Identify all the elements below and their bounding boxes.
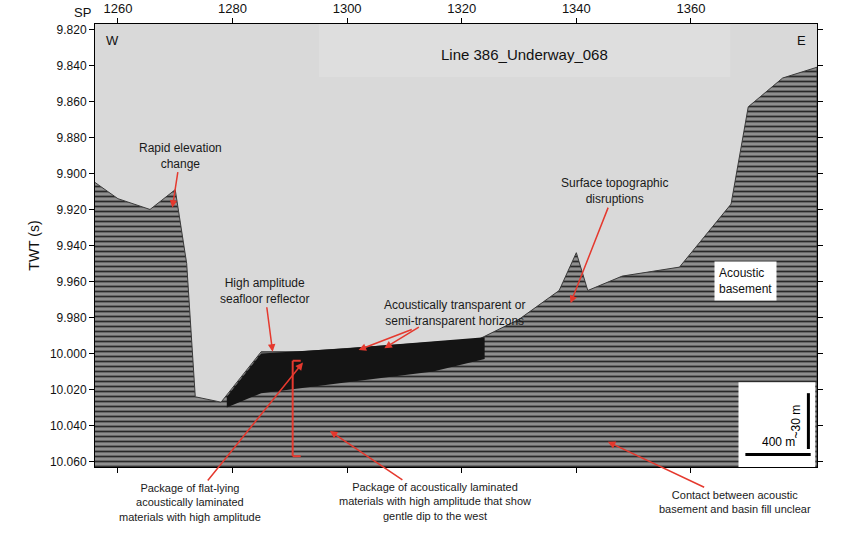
svg-text:~30 m: ~30 m (789, 405, 803, 439)
svg-text:Acoustically transparent orsem: Acoustically transparent orsemi-transpar… (384, 298, 525, 328)
svg-text:1340: 1340 (562, 1, 591, 16)
svg-text:9.860: 9.860 (57, 95, 87, 109)
svg-text:9.820: 9.820 (57, 23, 87, 37)
svg-text:Rapid elevationchange: Rapid elevationchange (139, 141, 222, 171)
svg-text:TWT (s): TWT (s) (26, 220, 42, 270)
svg-text:W: W (106, 33, 119, 48)
svg-text:1300: 1300 (333, 1, 362, 16)
svg-text:Package of flat-lyingacoustica: Package of flat-lyingacoustically lamina… (119, 482, 261, 523)
svg-text:9.980: 9.980 (57, 311, 87, 325)
svg-text:10.020: 10.020 (50, 383, 87, 397)
svg-text:High amplitudeseafloor reflect: High amplitudeseafloor reflector (220, 276, 309, 306)
svg-text:10.000: 10.000 (50, 347, 87, 361)
svg-text:9.840: 9.840 (57, 59, 87, 73)
svg-text:10.040: 10.040 (50, 419, 87, 433)
svg-text:9.920: 9.920 (57, 203, 87, 217)
svg-text:Acousticbasement: Acousticbasement (719, 266, 772, 296)
svg-text:Line 386_Underway_068: Line 386_Underway_068 (441, 46, 608, 63)
svg-text:Package of acoustically lamina: Package of acoustically laminatedmateria… (339, 481, 531, 522)
svg-text:9.940: 9.940 (57, 239, 87, 253)
svg-text:9.880: 9.880 (57, 131, 87, 145)
svg-text:1360: 1360 (676, 1, 705, 16)
svg-text:1260: 1260 (103, 1, 132, 16)
svg-text:9.960: 9.960 (57, 275, 87, 289)
svg-text:10.060: 10.060 (50, 455, 87, 469)
svg-text:Contact between acousticbaseme: Contact between acousticbasement and bas… (659, 489, 811, 515)
svg-text:9.900: 9.900 (57, 167, 87, 181)
svg-text:400 m: 400 m (762, 435, 795, 449)
svg-text:1320: 1320 (447, 1, 476, 16)
svg-text:Surface topographicdisruptions: Surface topographicdisruptions (561, 176, 668, 206)
svg-text:SP: SP (74, 5, 91, 20)
svg-text:1280: 1280 (218, 1, 247, 16)
svg-text:E: E (797, 33, 806, 48)
